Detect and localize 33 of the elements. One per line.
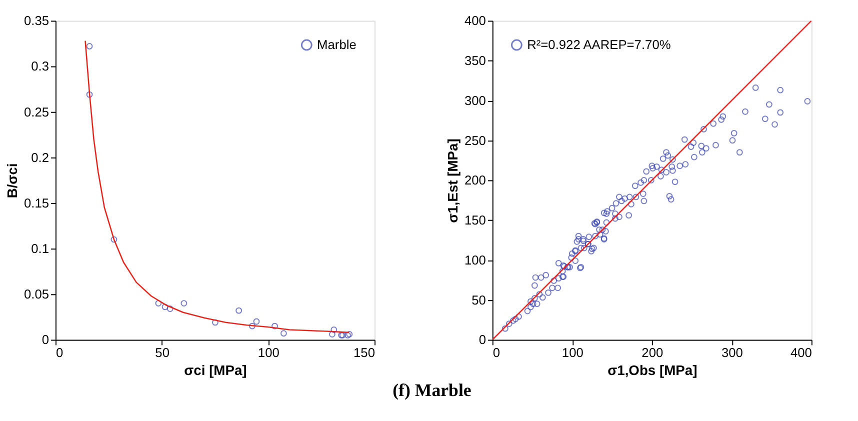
x-tick-label: 0: [56, 345, 64, 360]
y-tick-label: 0.35: [24, 13, 50, 28]
x-tick-label: 300: [721, 345, 743, 360]
x-tick-label: 100: [258, 345, 280, 360]
x-tick-label: 0: [492, 345, 500, 360]
y-tick-label: 0: [42, 332, 50, 348]
y-tick-label: 0.1: [31, 241, 50, 256]
y-tick-label: 0.05: [24, 286, 50, 302]
y-tick-label: 250: [464, 132, 486, 148]
y-tick-label: 100: [464, 252, 486, 268]
legend-label: R²=0.922 AAREP=7.70%: [527, 36, 671, 52]
y-tick-label: 0.3: [31, 58, 50, 74]
x-tick-label: 150: [354, 345, 376, 360]
y-tick-label: 200: [464, 172, 486, 188]
y-axis-title: B/σci: [4, 163, 20, 198]
x-tick-label: 400: [790, 345, 812, 360]
x-axis-title: σ1,Obs [MPa]: [608, 362, 698, 378]
y-tick-label: 150: [464, 212, 486, 228]
y-axis-title: σ1,Est [MPa]: [444, 138, 461, 223]
x-tick-label: 200: [642, 345, 664, 360]
x-tick-label: 100: [562, 345, 584, 360]
y-tick-label: 50: [472, 292, 486, 308]
y-tick-label: 0: [478, 332, 486, 348]
y-tick-label: 300: [464, 92, 486, 108]
y-tick-label: 400: [464, 13, 486, 28]
y-tick-label: 0.25: [24, 104, 50, 120]
y-tick-label: 0.2: [31, 150, 50, 165]
text: (f) Marble: [392, 380, 472, 400]
x-tick-label: 50: [155, 345, 170, 360]
y-tick-label: 350: [464, 53, 486, 68]
y-tick-label: 0.15: [24, 195, 50, 210]
x-axis-title: σci [MPa]: [184, 362, 247, 378]
legend-label: Marble: [317, 36, 356, 52]
